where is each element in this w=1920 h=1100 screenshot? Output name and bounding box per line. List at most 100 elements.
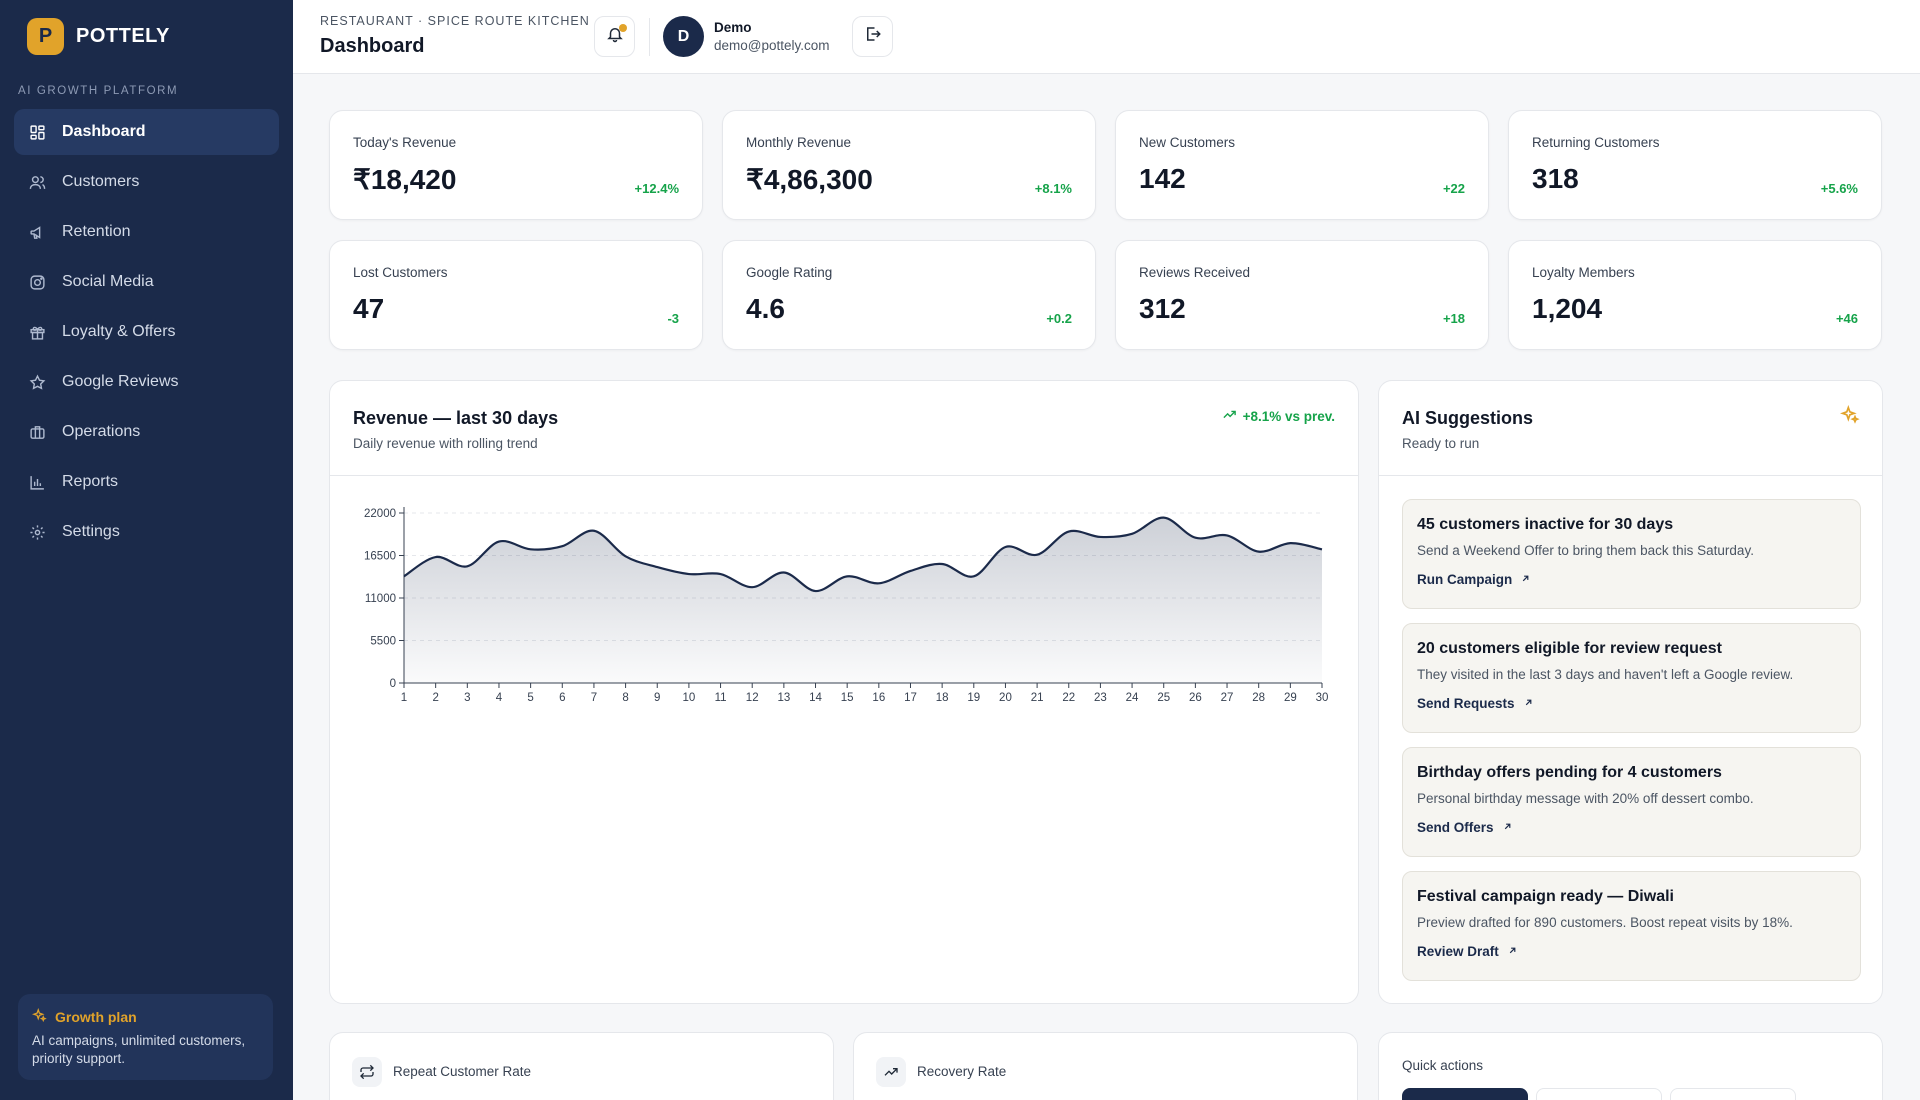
user-name: Demo bbox=[714, 20, 752, 35]
sidebar-item-operations[interactable]: Operations bbox=[14, 409, 279, 455]
quick-actions-card: Quick actions bbox=[1378, 1032, 1883, 1100]
y-tick-label: 5500 bbox=[370, 636, 396, 648]
logout-icon bbox=[864, 25, 882, 48]
grid-icon bbox=[28, 123, 46, 141]
bar-chart-icon bbox=[28, 473, 46, 491]
sparkles-icon bbox=[1839, 404, 1860, 430]
kpi-value: 4.6 bbox=[746, 293, 785, 324]
suggestion-desc: They visited in the last 3 days and have… bbox=[1417, 667, 1794, 682]
sidebar-item-settings[interactable]: Settings bbox=[14, 509, 279, 555]
user-email: demo@pottely.com bbox=[714, 38, 830, 53]
card-divider bbox=[1379, 475, 1882, 476]
x-tick-label: 8 bbox=[622, 692, 628, 704]
kpi-value: 47 bbox=[353, 293, 385, 324]
sidebar-item-label: Retention bbox=[62, 223, 131, 240]
suggestion-desc: Preview drafted for 890 customers. Boost… bbox=[1417, 915, 1793, 930]
x-tick-label: 12 bbox=[746, 692, 759, 704]
suggestion-item: Birthday offers pending for 4 customers … bbox=[1402, 747, 1861, 857]
avatar[interactable]: D bbox=[663, 16, 704, 57]
kpi-value: ₹4,86,300 bbox=[746, 164, 873, 195]
x-tick-label: 25 bbox=[1157, 692, 1170, 704]
x-tick-label: 7 bbox=[591, 692, 597, 704]
brand[interactable]: P POTTELY bbox=[27, 18, 170, 55]
x-tick-label: 6 bbox=[559, 692, 565, 704]
sidebar-item-social-media[interactable]: Social Media bbox=[14, 259, 279, 305]
x-tick-label: 24 bbox=[1126, 692, 1139, 704]
suggestion-title: 20 customers eligible for review request bbox=[1417, 640, 1723, 657]
run-campaign-button[interactable]: Run Campaign bbox=[1417, 572, 1531, 587]
x-tick-label: 5 bbox=[527, 692, 533, 704]
plan-title: Growth plan bbox=[55, 1009, 137, 1025]
sidebar-item-reports[interactable]: Reports bbox=[14, 459, 279, 505]
instagram-icon bbox=[28, 273, 46, 291]
x-tick-label: 3 bbox=[464, 692, 470, 704]
x-tick-label: 20 bbox=[999, 692, 1012, 704]
gift-icon bbox=[28, 323, 46, 341]
chart-subtitle: Daily revenue with rolling trend bbox=[353, 436, 538, 451]
sidebar-item-google-reviews[interactable]: Google Reviews bbox=[14, 359, 279, 405]
send-offers-button[interactable]: Send Offers bbox=[1417, 820, 1513, 835]
repeat-rate-label: Repeat Customer Rate bbox=[393, 1064, 532, 1079]
suggestion-item: 20 customers eligible for review request… bbox=[1402, 623, 1861, 733]
x-tick-label: 10 bbox=[682, 692, 695, 704]
revenue-area bbox=[404, 517, 1322, 683]
quick-action-button[interactable] bbox=[1536, 1088, 1662, 1100]
kpi-card-new-customers: New Customers 142 +22 bbox=[1115, 110, 1489, 220]
review-draft-button[interactable]: Review Draft bbox=[1417, 944, 1518, 959]
sidebar-item-loyalty[interactable]: Loyalty & Offers bbox=[14, 309, 279, 355]
sidebar-item-retention[interactable]: Retention bbox=[14, 209, 279, 255]
quick-action-button[interactable] bbox=[1670, 1088, 1796, 1100]
users-icon bbox=[28, 173, 46, 191]
revenue-chart-card: Revenue — last 30 days Daily revenue wit… bbox=[329, 380, 1359, 1004]
trend-badge: +8.1% vs prev. bbox=[1222, 407, 1335, 425]
sidebar-item-label: Google Reviews bbox=[62, 373, 179, 390]
x-tick-label: 15 bbox=[841, 692, 854, 704]
recovery-rate-card: Recovery Rate bbox=[853, 1032, 1358, 1100]
x-tick-label: 27 bbox=[1221, 692, 1234, 704]
kpi-card-reviews-received: Reviews Received 312 +18 bbox=[1115, 240, 1489, 350]
action-label: Send Offers bbox=[1417, 820, 1494, 835]
x-tick-label: 11 bbox=[715, 692, 727, 704]
sidebar-item-label: Dashboard bbox=[62, 123, 146, 140]
action-label: Run Campaign bbox=[1417, 572, 1513, 587]
kpi-card-todays-revenue: Today's Revenue ₹18,420 +12.4% bbox=[329, 110, 703, 220]
notifications-button[interactable] bbox=[594, 16, 635, 57]
bell-icon bbox=[606, 25, 624, 48]
y-tick-label: 22000 bbox=[364, 508, 396, 520]
suggestion-title: Birthday offers pending for 4 customers bbox=[1417, 764, 1722, 781]
sidebar-item-label: Loyalty & Offers bbox=[62, 323, 176, 340]
logout-button[interactable] bbox=[852, 16, 893, 57]
suggestion-item: 45 customers inactive for 30 days Send a… bbox=[1402, 499, 1861, 609]
sidebar-item-label: Social Media bbox=[62, 273, 154, 290]
x-tick-label: 22 bbox=[1062, 692, 1075, 704]
kpi-delta: +12.4% bbox=[634, 181, 679, 196]
gear-icon bbox=[28, 523, 46, 541]
kpi-card-loyalty-members: Loyalty Members 1,204 +46 bbox=[1508, 240, 1882, 350]
kpi-label: Lost Customers bbox=[353, 265, 448, 280]
suggestion-title: Festival campaign ready — Diwali bbox=[1417, 888, 1674, 905]
kpi-value: 312 bbox=[1139, 293, 1186, 324]
sidebar-nav: Dashboard Customers Retention Social Med… bbox=[14, 109, 279, 559]
breadcrumb: RESTAURANT · SPICE ROUTE KITCHEN bbox=[320, 14, 590, 28]
growth-plan-card: Growth plan AI campaigns, unlimited cust… bbox=[18, 994, 273, 1080]
recovery-rate-label: Recovery Rate bbox=[917, 1064, 1007, 1079]
x-tick-label: 19 bbox=[967, 692, 980, 704]
ai-suggestions-card: AI Suggestions Ready to run 45 customers… bbox=[1378, 380, 1883, 1004]
suggestion-item: Festival campaign ready — Diwali Preview… bbox=[1402, 871, 1861, 981]
sidebar-item-label: Operations bbox=[62, 423, 141, 440]
quick-action-button[interactable] bbox=[1402, 1088, 1528, 1100]
sidebar-item-customers[interactable]: Customers bbox=[14, 159, 279, 205]
action-label: Review Draft bbox=[1417, 944, 1499, 959]
arrow-up-right-icon bbox=[1523, 696, 1534, 711]
trending-up-icon bbox=[876, 1057, 906, 1087]
kpi-card-lost-customers: Lost Customers 47 -3 bbox=[329, 240, 703, 350]
kpi-delta: -3 bbox=[667, 311, 679, 326]
kpi-delta: +8.1% bbox=[1034, 181, 1072, 196]
sidebar-item-dashboard[interactable]: Dashboard bbox=[14, 109, 279, 155]
kpi-card-google-rating: Google Rating 4.6 +0.2 bbox=[722, 240, 1096, 350]
send-requests-button[interactable]: Send Requests bbox=[1417, 696, 1534, 711]
kpi-delta: +22 bbox=[1442, 181, 1465, 196]
suggestion-desc: Personal birthday message with 20% off d… bbox=[1417, 791, 1754, 806]
repeat-rate-card: Repeat Customer Rate bbox=[329, 1032, 834, 1100]
kpi-label: Google Rating bbox=[746, 265, 833, 280]
